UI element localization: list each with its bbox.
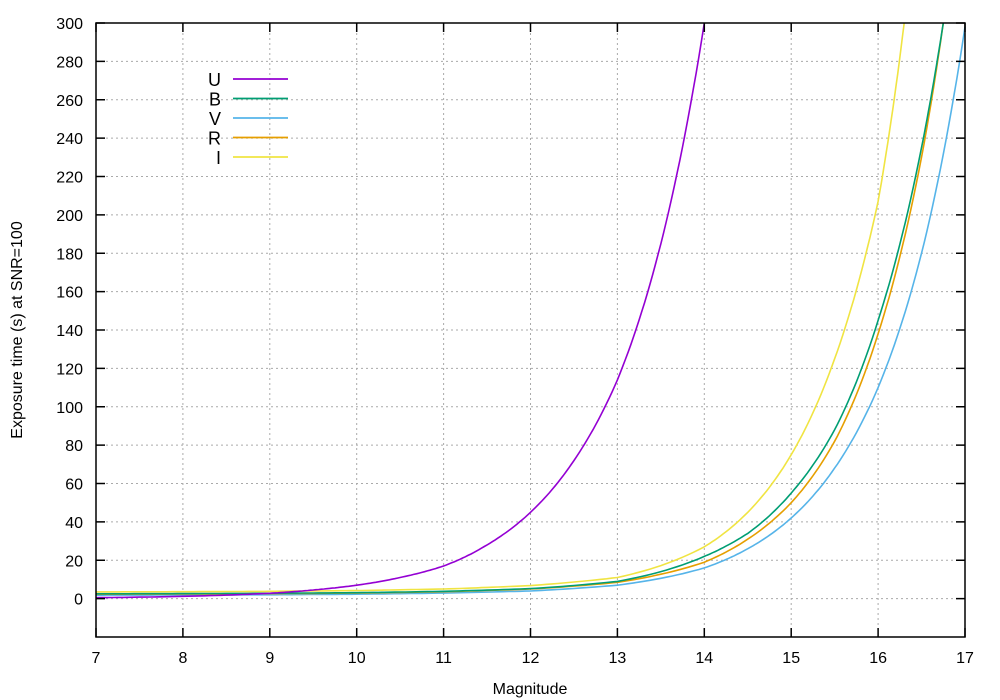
x-tick-label: 17 [956, 650, 974, 667]
legend-label-V: V [209, 109, 221, 129]
y-tick-label: 300 [56, 16, 83, 33]
x-tick-label: 10 [348, 650, 366, 667]
legend-label-I: I [216, 148, 221, 168]
x-tick-label: 16 [869, 650, 887, 667]
legend-label-U: U [208, 70, 221, 90]
x-tick-label: 9 [265, 650, 274, 667]
axis-ticks [95, 22, 966, 637]
x-tick-label: 13 [609, 650, 627, 667]
x-tick-label: 14 [695, 650, 713, 667]
grid-lines [96, 23, 965, 637]
data-series [95, 22, 966, 599]
y-tick-label: 60 [65, 477, 83, 494]
x-tick-label: 11 [435, 650, 452, 667]
y-tick-label: 0 [74, 592, 83, 609]
y-axis-title: Exposure time (s) at SNR=100 [9, 221, 26, 439]
series-line-R [96, 22, 945, 595]
y-tick-label: 120 [56, 361, 83, 378]
y-tick-label: 200 [56, 208, 83, 225]
y-tick-label: 80 [65, 438, 83, 455]
y-tick-label: 140 [56, 323, 83, 340]
y-tick-label: 260 [56, 93, 83, 110]
series-line-U [95, 22, 706, 599]
y-tick-label: 240 [56, 131, 83, 148]
series-line-I [96, 22, 905, 593]
y-tick-label: 160 [56, 285, 83, 302]
legend-label-B: B [209, 90, 221, 110]
x-tick-label: 12 [522, 650, 540, 667]
y-tick-label: 220 [56, 170, 83, 187]
x-axis-tick-labels: 7 8 9 10 11 12 13 14 15 16 17 [92, 650, 974, 667]
y-tick-label: 40 [65, 515, 83, 532]
x-tick-label: 8 [178, 650, 187, 667]
x-axis-title: Magnitude [493, 681, 568, 698]
y-tick-label: 280 [56, 54, 83, 71]
series-line-V [96, 26, 966, 596]
x-tick-label: 7 [92, 650, 101, 667]
y-tick-label: 20 [65, 553, 83, 570]
x-tick-label: 15 [782, 650, 800, 667]
series-line-B [96, 22, 945, 595]
y-tick-label: 180 [56, 246, 83, 263]
y-axis-tick-labels: 0 20 40 60 80 100 120 140 160 180 200 220 240 260 280 3… [56, 16, 83, 609]
y-tick-label: 100 [56, 400, 83, 417]
legend-label-R: R [208, 129, 221, 149]
